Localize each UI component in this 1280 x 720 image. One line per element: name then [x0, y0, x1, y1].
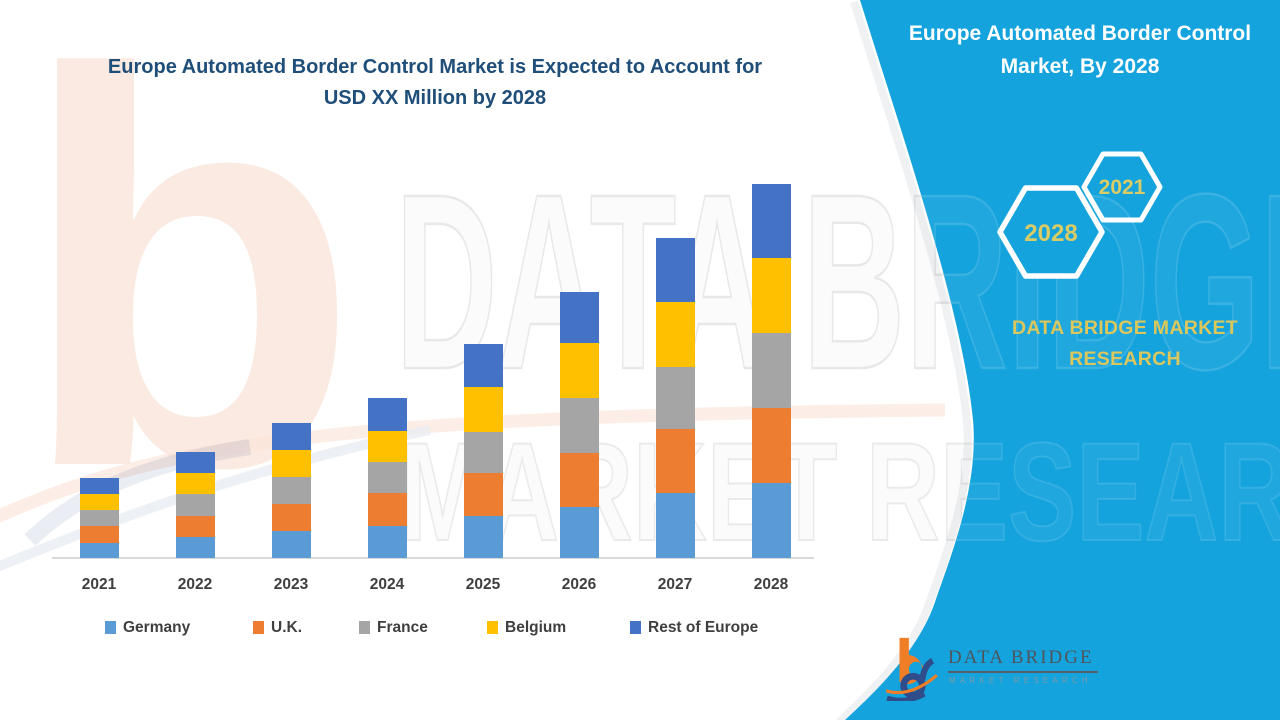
- bar-2024-belgium: [367, 431, 407, 462]
- bar-2023-belgium: [271, 450, 311, 477]
- hexagon-2021-label: 2021: [1099, 176, 1146, 199]
- legend-item-france: France: [359, 619, 428, 636]
- side-panel-title: Europe Automated Border Control Market, …: [895, 17, 1265, 83]
- bar-2025-rest-of-europe: [463, 344, 503, 387]
- bar-2021-france: [79, 510, 119, 526]
- bar-2026-belgium: [559, 343, 599, 398]
- legend-label: Germany: [123, 619, 191, 636]
- bar-2022-germany: [175, 537, 215, 558]
- bar-2026-rest-of-europe: [559, 292, 599, 343]
- legend-swatch: [630, 621, 641, 634]
- footer-brand-tagline: MARKET RESEARCH: [949, 676, 1092, 685]
- panel-edge-shadow: [836, 0, 972, 720]
- chart-title-line2: USD XX Million by 2028: [323, 87, 547, 109]
- side-panel-background: [845, 0, 1280, 720]
- brand-heading: DATA BRIDGE MARKET RESEARCH: [960, 313, 1280, 375]
- bar-2027-germany: [655, 493, 695, 558]
- bar-2025-germany: [463, 516, 503, 558]
- x-axis-label-2023: 2023: [273, 576, 309, 593]
- brand-heading-line1: DATA BRIDGE MARKET: [1011, 317, 1239, 339]
- bar-2023-u-k-: [271, 504, 311, 531]
- x-axis-label-2027: 2027: [657, 576, 693, 593]
- bar-2022-belgium: [175, 473, 215, 494]
- data-bridge-logo-icon: [885, 637, 938, 701]
- chart-title-line1: Europe Automated Border Control Market i…: [107, 56, 763, 78]
- legend-swatch: [487, 621, 498, 634]
- bar-2024-germany: [367, 526, 407, 558]
- bar-2024-u-k-: [367, 493, 407, 526]
- chart-title: Europe Automated Border Control Market i…: [35, 52, 835, 114]
- bar-2027-u-k-: [655, 429, 695, 493]
- legend-swatch: [359, 621, 370, 634]
- bar-2021-rest-of-europe: [79, 478, 119, 494]
- bar-2028-france: [751, 333, 791, 408]
- bar-2023-germany: [271, 531, 311, 558]
- bar-2028-belgium: [751, 258, 791, 333]
- x-axis-line: [52, 557, 814, 559]
- legend-item-u-k-: U.K.: [253, 619, 302, 636]
- bar-2021-u-k-: [79, 526, 119, 543]
- x-axis-label-2022: 2022: [177, 576, 213, 593]
- bar-2021-germany: [79, 543, 119, 558]
- bar-2027-rest-of-europe: [655, 238, 695, 302]
- legend-label: Belgium: [505, 619, 567, 636]
- legend-label: U.K.: [271, 619, 302, 636]
- bar-2021-belgium: [79, 494, 119, 510]
- bar-2022-rest-of-europe: [175, 452, 215, 473]
- bar-2022-u-k-: [175, 516, 215, 537]
- bar-2025-belgium: [463, 387, 503, 432]
- brand-heading-line2: RESEARCH: [1069, 348, 1181, 370]
- bar-2025-u-k-: [463, 473, 503, 516]
- bar-2023-france: [271, 477, 311, 504]
- bar-2026-france: [559, 398, 599, 453]
- bar-2028-u-k-: [751, 408, 791, 483]
- panel-watermark-line2: MARKET RESEARCH: [400, 413, 1280, 570]
- x-axis-label-2025: 2025: [465, 576, 501, 593]
- bar-2027-france: [655, 367, 695, 429]
- footer-brand-name: DATA BRIDGE: [948, 647, 1094, 668]
- x-axis-label-2024: 2024: [369, 576, 405, 593]
- legend-swatch: [105, 621, 116, 634]
- bar-2024-france: [367, 462, 407, 493]
- legend-swatch: [253, 621, 264, 634]
- legend-item-germany: Germany: [105, 619, 191, 636]
- bar-2026-u-k-: [559, 453, 599, 507]
- x-axis-label-2026: 2026: [561, 576, 597, 593]
- bar-2026-germany: [559, 507, 599, 558]
- legend-label: Rest of Europe: [648, 619, 759, 636]
- hexagon-badges: 2021 2028: [997, 151, 1163, 279]
- bar-2022-france: [175, 494, 215, 516]
- x-axis-label-2028: 2028: [753, 576, 789, 593]
- side-panel-title-line2: Market, By 2028: [1000, 55, 1160, 78]
- hexagon-2028-label: 2028: [1024, 220, 1077, 247]
- legend-item-rest-of-europe: Rest of Europe: [630, 619, 759, 636]
- hexagon-2028: [997, 185, 1105, 279]
- bar-2028-germany: [751, 483, 791, 558]
- bar-2025-france: [463, 432, 503, 473]
- bar-2023-rest-of-europe: [271, 423, 311, 450]
- legend-item-belgium: Belgium: [487, 619, 567, 636]
- bar-2028-rest-of-europe: [751, 184, 791, 258]
- bar-2027-belgium: [655, 302, 695, 367]
- footer-logo: DATA BRIDGE MARKET RESEARCH: [885, 633, 1175, 703]
- bar-2024-rest-of-europe: [367, 398, 407, 431]
- hexagon-2021: [1081, 151, 1163, 223]
- legend-label: France: [377, 619, 428, 636]
- footer-brand-rule: [948, 671, 1098, 673]
- x-axis-label-2021: 2021: [81, 576, 117, 593]
- side-panel-title-line1: Europe Automated Border Control: [908, 22, 1252, 45]
